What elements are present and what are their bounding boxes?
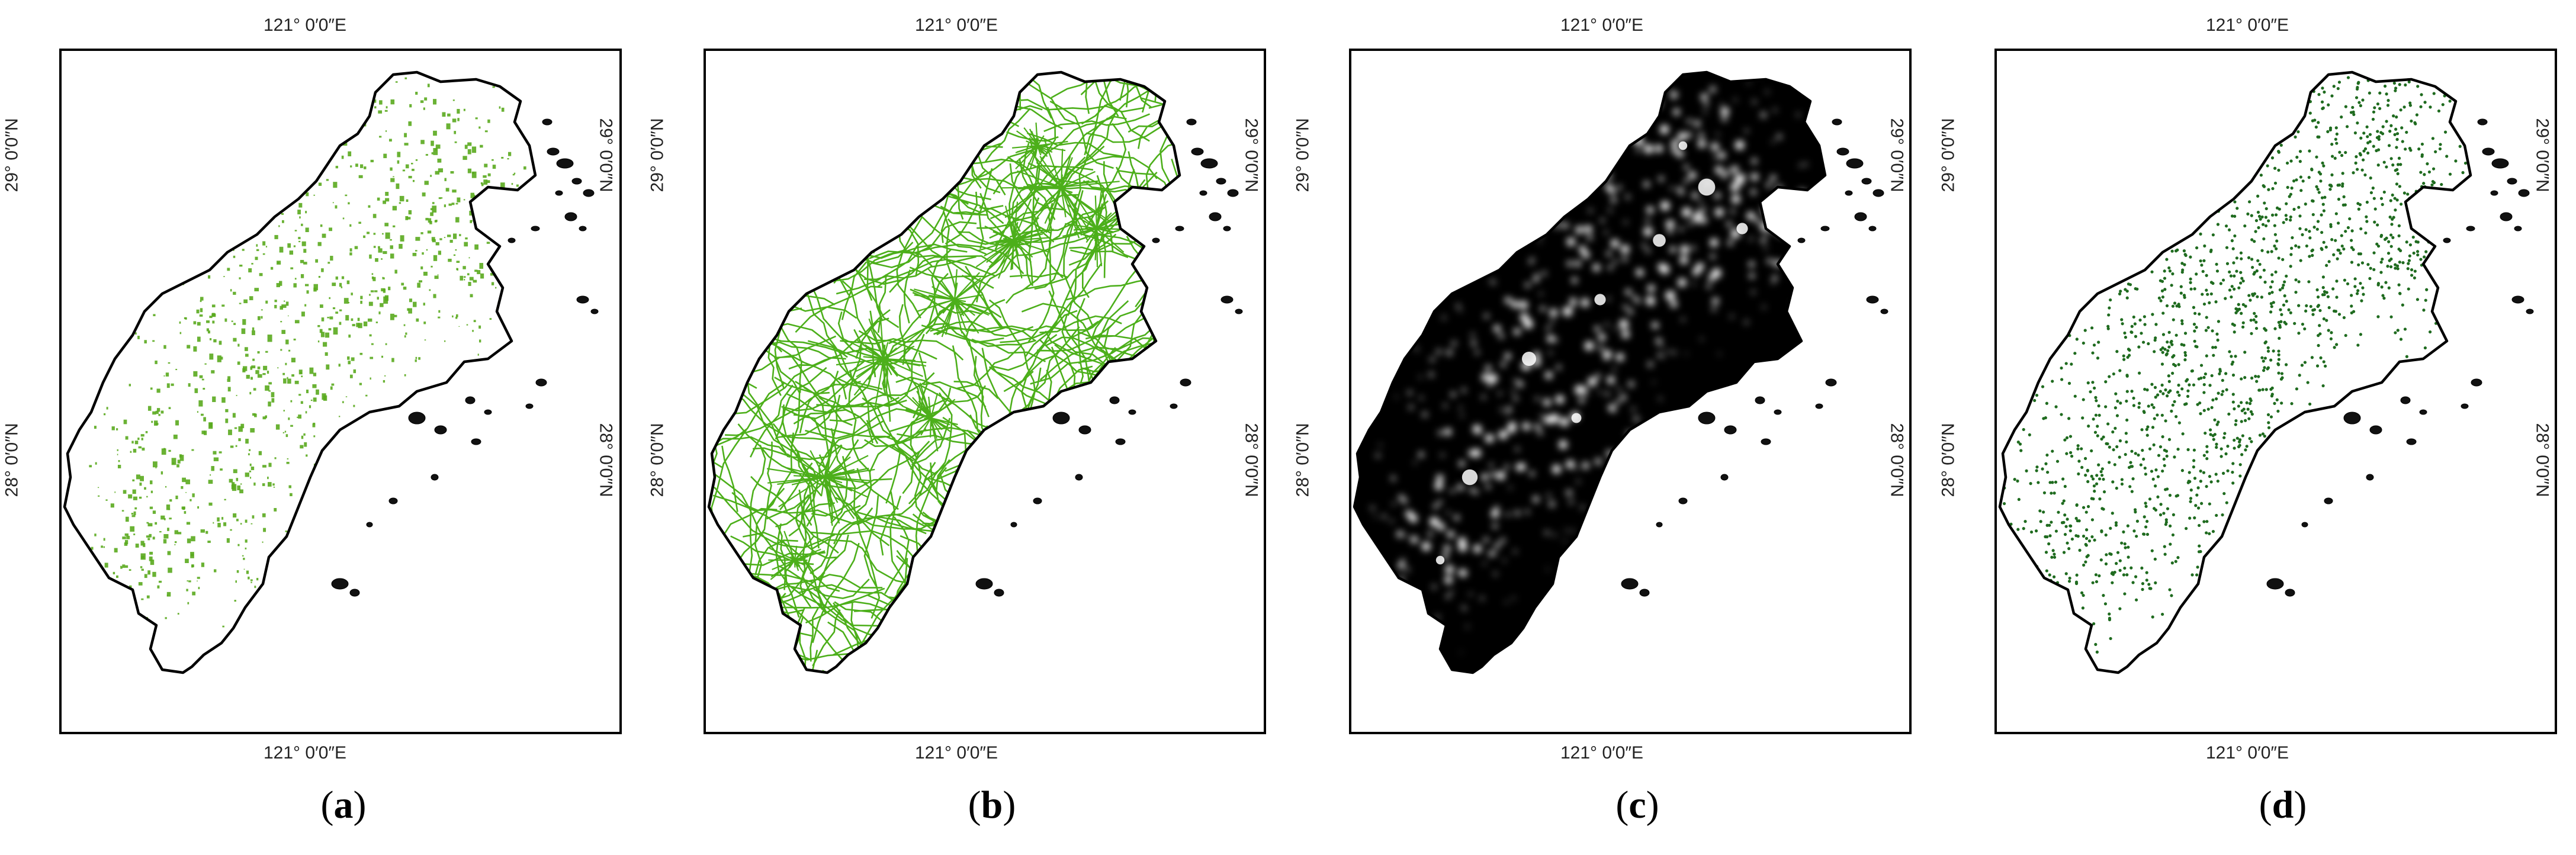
panel-caption: (c) <box>1615 783 1659 827</box>
panel-caption: (a) <box>320 783 367 827</box>
lon-label-top: 121° 0′0″E <box>915 15 998 35</box>
region-fill <box>709 72 1180 673</box>
map-layer <box>1357 72 1825 654</box>
lon-label-bottom: 121° 0′0″E <box>1560 743 1644 763</box>
map-panel-a: 121° 0′0″E 29° 0′0″N 28° 0′0″N 29° 0′0″N… <box>0 0 644 855</box>
map-panel-c: 121° 0′0″E 29° 0′0″N 28° 0′0″N 29° 0′0″N… <box>1291 0 1935 855</box>
lat-label-top-right: 29° 0′0″N <box>1887 118 1907 192</box>
lat-label-bottom-left: 28° 0′0″N <box>2 423 22 497</box>
region-outline <box>1353 70 1827 674</box>
map-canvas <box>63 70 599 674</box>
islands <box>1621 118 1888 597</box>
map-panel-d: 121° 0′0″E 29° 0′0″N 28° 0′0″N 29° 0′0″N… <box>1936 0 2576 855</box>
lat-label-bottom-left: 28° 0′0″N <box>647 423 667 497</box>
lat-label-bottom-right: 28° 0′0″N <box>596 423 616 497</box>
lat-label-top-right: 29° 0′0″N <box>1241 118 1261 192</box>
panel-caption: (b) <box>968 783 1016 827</box>
lat-label-bottom-right: 28° 0′0″N <box>2532 423 2552 497</box>
lon-label-top: 121° 0′0″E <box>264 15 347 35</box>
lat-label-top-right: 29° 0′0″N <box>2532 118 2552 192</box>
lat-label-top-left: 29° 0′0″N <box>1293 118 1313 192</box>
lat-label-bottom-right: 28° 0′0″N <box>1241 423 1261 497</box>
map-canvas <box>1998 70 2534 674</box>
region-fill <box>2000 72 2471 673</box>
lat-label-top-right: 29° 0′0″N <box>596 118 616 192</box>
map-canvas <box>1353 70 1888 674</box>
region-outline <box>1998 70 2472 674</box>
map-frame <box>704 49 1266 734</box>
map-panel-b: 121° 0′0″E 29° 0′0″N 28° 0′0″N 29° 0′0″N… <box>645 0 1289 855</box>
islands <box>2266 118 2534 597</box>
map-frame <box>59 49 622 734</box>
region-outline <box>63 70 537 674</box>
panel-caption: (d) <box>2259 783 2307 827</box>
lat-label-top-left: 29° 0′0″N <box>1938 118 1958 192</box>
region-outline <box>707 70 1181 674</box>
islands <box>975 118 1243 597</box>
lat-label-bottom-left: 28° 0′0″N <box>1293 423 1313 497</box>
lon-label-top: 121° 0′0″E <box>2206 15 2289 35</box>
region-fill <box>1354 72 1825 673</box>
islands <box>331 118 599 597</box>
lon-label-bottom: 121° 0′0″E <box>915 743 998 763</box>
lon-label-bottom: 121° 0′0″E <box>264 743 347 763</box>
lat-label-top-left: 29° 0′0″N <box>2 118 22 192</box>
map-frame <box>1349 49 1912 734</box>
map-canvas <box>707 70 1243 674</box>
lon-label-bottom: 121° 0′0″E <box>2206 743 2289 763</box>
lat-label-top-left: 29° 0′0″N <box>647 118 667 192</box>
map-frame <box>1994 49 2557 734</box>
lat-label-bottom-right: 28° 0′0″N <box>1887 423 1907 497</box>
lon-label-top: 121° 0′0″E <box>1560 15 1644 35</box>
lat-label-bottom-left: 28° 0′0″N <box>1938 423 1958 497</box>
